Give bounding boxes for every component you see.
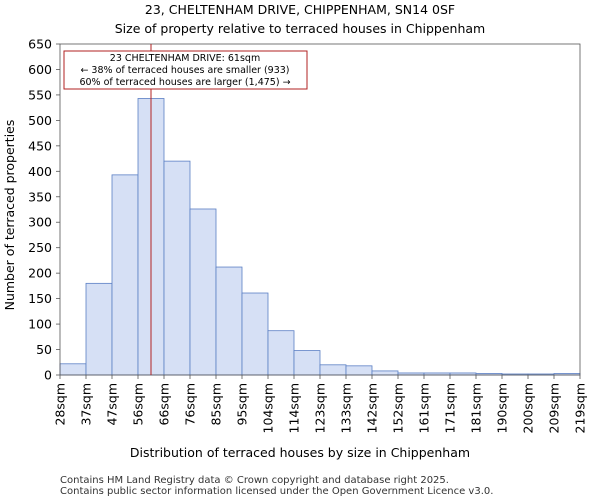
histogram-bar [59, 363, 87, 376]
x-axis-label: Distribution of terraced houses by size … [130, 445, 470, 460]
x-tick-label: 171sqm [443, 383, 458, 433]
x-tick-label: 47sqm [105, 383, 120, 426]
histogram-bar [241, 292, 269, 376]
x-tick-label: 95sqm [235, 383, 250, 426]
x-tick-label: 219sqm [573, 383, 588, 433]
x-tick-label: 123sqm [313, 383, 328, 433]
x-tick-label: 200sqm [521, 383, 536, 433]
annotation-line2: ← 38% of terraced houses are smaller (93… [80, 65, 289, 76]
histogram-bar [267, 330, 295, 376]
annotation-box: 23 CHELTENHAM DRIVE: 61sqm ← 38% of terr… [63, 50, 308, 90]
x-tick-label: 142sqm [365, 383, 380, 433]
x-tick-label: 104sqm [261, 383, 276, 433]
x-tick-label: 66sqm [157, 383, 172, 426]
y-axis-ticks: 0 50 100 150 200 250 300 350 400 450 500 550 600 650 [28, 37, 60, 383]
y-tick-label: 100 [28, 317, 52, 332]
y-tick-label: 400 [28, 164, 52, 179]
y-tick-label: 0 [44, 368, 52, 383]
histogram-bar [215, 266, 243, 376]
x-tick-label: 85sqm [209, 383, 224, 426]
x-tick-label: 56sqm [131, 383, 146, 426]
y-tick-label: 600 [28, 62, 52, 77]
y-tick-label: 650 [28, 37, 52, 52]
histogram-bar [371, 370, 399, 376]
x-axis-ticks: 28sqm 37sqm 47sqm 56sqm 66sqm 76sqm 85sqm 95sqm… [53, 375, 588, 433]
chart-title-line1: 23, CHELTENHAM DRIVE, CHIPPENHAM, SN14 0… [145, 2, 455, 17]
footer-line1: Contains HM Land Registry data © Crown c… [60, 475, 449, 486]
bars-group [59, 98, 581, 376]
footer-line2: Contains public sector information licen… [60, 486, 493, 497]
y-tick-label: 550 [28, 87, 52, 102]
y-tick-label: 350 [28, 189, 52, 204]
y-tick-label: 150 [28, 291, 52, 306]
annotation-line1: 23 CHELTENHAM DRIVE: 61sqm [110, 53, 260, 64]
x-tick-label: 37sqm [79, 383, 94, 426]
x-tick-label: 181sqm [469, 383, 484, 433]
x-tick-label: 209sqm [547, 383, 562, 433]
histogram-bar [163, 160, 191, 376]
x-tick-label: 152sqm [391, 383, 406, 433]
y-tick-label: 500 [28, 113, 52, 128]
y-tick-label: 50 [36, 342, 52, 357]
x-tick-label: 76sqm [183, 383, 198, 426]
y-tick-label: 250 [28, 240, 52, 255]
y-tick-label: 200 [28, 266, 52, 281]
x-tick-label: 28sqm [53, 383, 68, 426]
x-tick-label: 161sqm [417, 383, 432, 433]
y-tick-label: 450 [28, 138, 52, 153]
x-tick-label: 190sqm [495, 383, 510, 433]
histogram-bar [293, 350, 321, 376]
histogram-bar [319, 364, 347, 376]
plot-area-frame [59, 43, 581, 376]
x-tick-label: 114sqm [287, 383, 302, 433]
chart-title-line2: Size of property relative to terraced ho… [115, 21, 485, 36]
y-axis-label: Number of terraced properties [2, 120, 17, 311]
annotation-line3: 60% of terraced houses are larger (1,475… [79, 77, 290, 88]
histogram-bar [189, 208, 217, 376]
x-tick-label: 133sqm [339, 383, 354, 433]
y-tick-label: 300 [28, 215, 52, 230]
histogram-bar [345, 365, 373, 376]
histogram-bar [85, 282, 113, 376]
histogram-bar [111, 174, 139, 376]
